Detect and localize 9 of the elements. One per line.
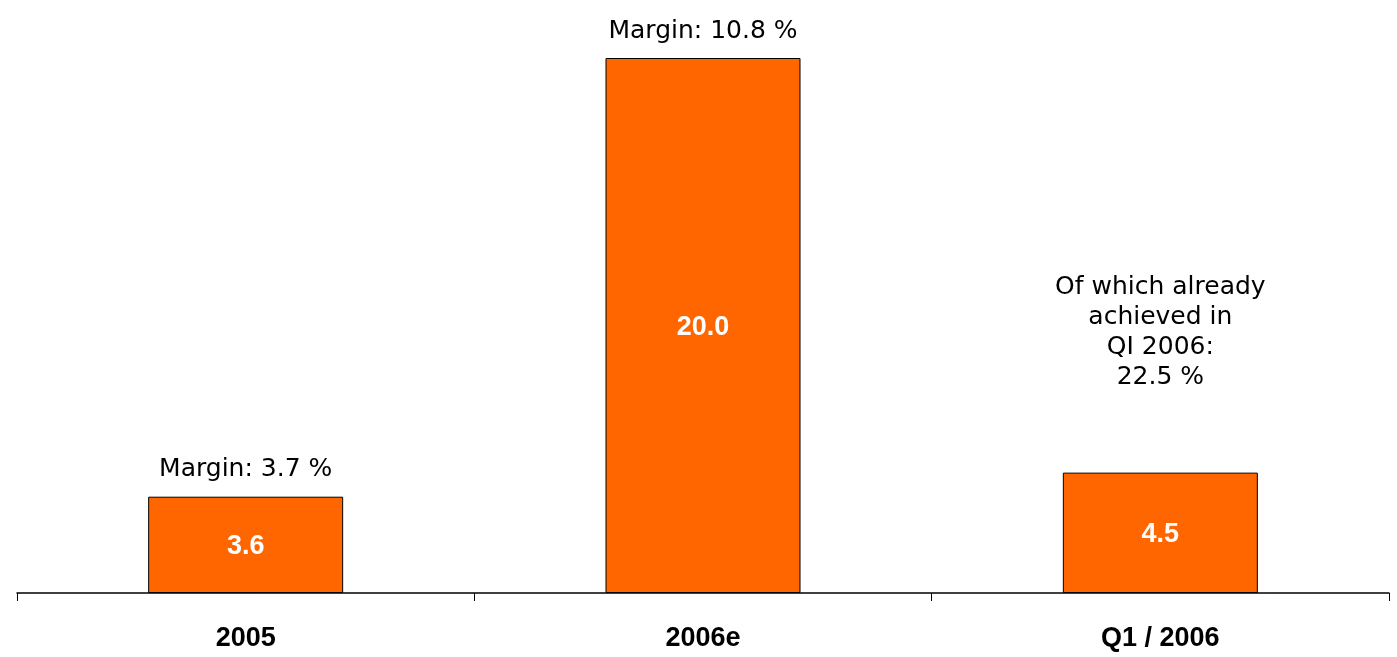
annotation: Margin: 10.8 %: [608, 14, 798, 44]
data-label: 4.5: [1141, 517, 1180, 548]
x-tick-label: 2006e: [665, 621, 741, 652]
x-tick-label: Q1 / 2006: [1101, 621, 1220, 652]
annotation: Margin: 3.7 %: [159, 453, 333, 483]
annotation: Of which already achieved in QI 2006: 22.5 %: [1055, 270, 1266, 390]
data-label: 3.6: [226, 529, 265, 560]
x-tick-label: 2005: [215, 621, 276, 652]
data-label: 20.0: [676, 310, 730, 341]
